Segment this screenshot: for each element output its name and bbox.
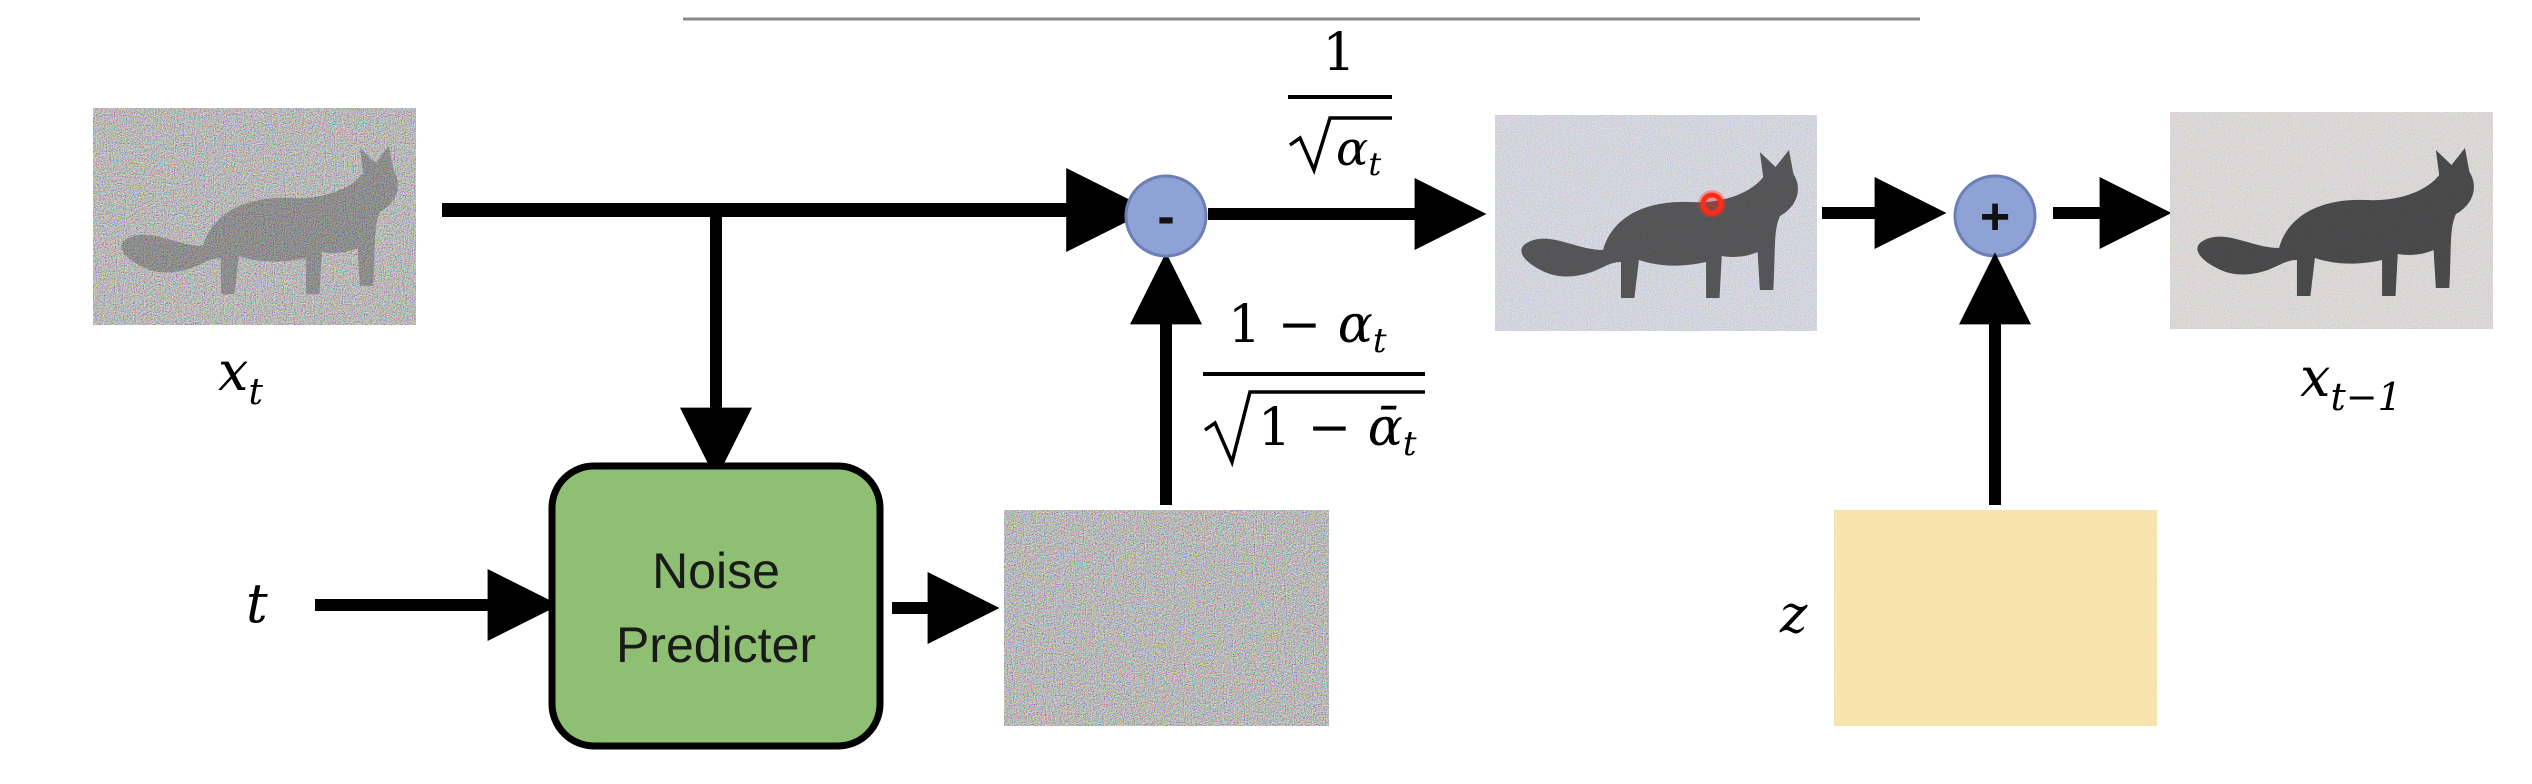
xt-noisy-image (93, 108, 416, 325)
xtm1-image (2170, 112, 2493, 329)
svg-text:1: 1 (1322, 23, 1355, 83)
noise-predictor-line2: Predicter (616, 617, 816, 673)
z-label: z (1779, 585, 1808, 645)
noise-predictor-box: Noise Predicter (548, 462, 884, 750)
xtm1-label: xt−1 (2300, 346, 2402, 419)
minus-operator: - (1124, 174, 1208, 258)
svg-text:1 − ᾱt: 1 − ᾱt (1258, 398, 1417, 464)
mean-image (1495, 115, 1817, 331)
scale-coefficient: 1 αt (1288, 23, 1392, 183)
xt-label: xt (218, 340, 263, 413)
predicted-noise-image (1004, 510, 1329, 726)
cursor-indicator (1700, 192, 1724, 216)
svg-text:αt: αt (1336, 121, 1381, 183)
plus-operator: + (1953, 174, 2037, 258)
svg-text:-: - (1157, 188, 1174, 246)
noise-predictor-line1: Noise (652, 543, 780, 599)
noise-coefficient: 1 − αt 1 − ᾱt (1203, 295, 1425, 468)
z-noise-image (1834, 510, 2157, 726)
svg-text:1 − αt: 1 − αt (1228, 295, 1387, 361)
t-label: t (246, 572, 268, 635)
svg-text:+: + (1980, 188, 2010, 246)
